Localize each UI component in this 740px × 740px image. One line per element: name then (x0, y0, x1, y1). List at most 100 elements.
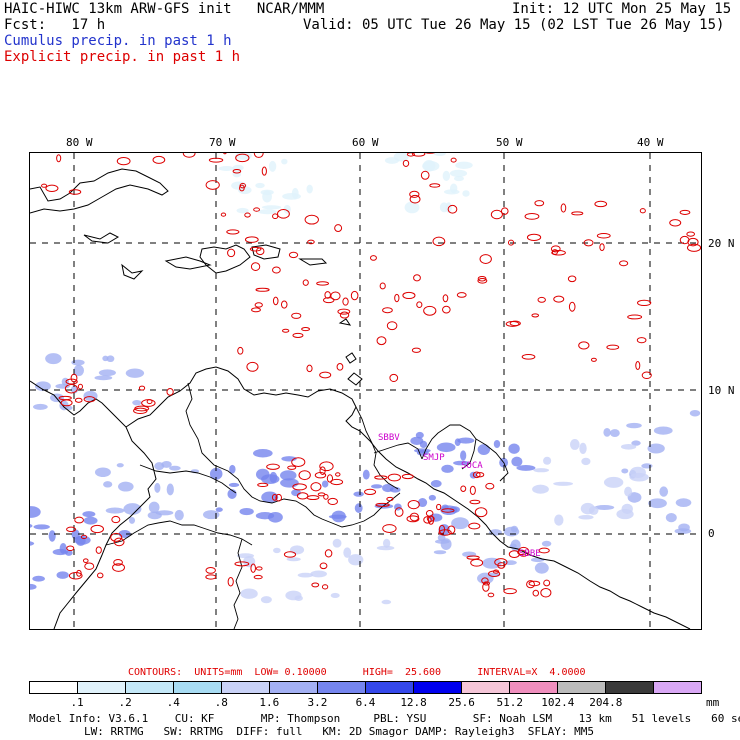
cumulus-cell (294, 595, 303, 601)
cumulus-cell (33, 403, 48, 410)
explicit-contour (113, 559, 123, 566)
explicit-contour (66, 526, 77, 533)
cumulus-cell (503, 526, 520, 537)
init-time: Init: 12 UTC Mon 25 May 15 (512, 1, 732, 17)
explicit-contour (406, 153, 415, 157)
explicit-contour (253, 153, 264, 158)
cumulus-cell (218, 166, 235, 171)
explicit-contour (386, 496, 394, 502)
explicit-contour (382, 524, 397, 533)
cumulus-cell (441, 464, 454, 473)
cumulus-cell (310, 570, 328, 578)
colorbar-swatch (414, 682, 462, 693)
lat-label-10n: 10 N (708, 384, 735, 397)
cumulus-cell (128, 516, 136, 524)
explicit-contour (627, 314, 643, 320)
explicit-contour (567, 275, 577, 283)
cumulus-cell (629, 472, 649, 482)
explicit-contour (394, 507, 404, 517)
explicit-contour (526, 233, 542, 241)
explicit-contour (409, 512, 420, 522)
explicit-contour (113, 537, 125, 547)
country-borders (105, 382, 509, 629)
explicit-contour (636, 337, 647, 344)
cumulus-cell (603, 476, 624, 488)
explicit-contour (141, 399, 156, 407)
colorbar-swatch (510, 682, 558, 693)
explicit-contour (76, 569, 82, 577)
explicit-contour (311, 582, 320, 588)
explicit-contour (474, 507, 488, 518)
colorbar-swatch (222, 682, 270, 693)
explicit-contour (235, 153, 250, 163)
cumulus-cell (30, 541, 35, 546)
colorbar-swatch (318, 682, 366, 693)
cumulus-cell (449, 506, 460, 513)
cumulus-cell (579, 442, 587, 455)
explicit-contour (411, 153, 426, 157)
explicit-contour (686, 231, 696, 237)
lon-label-70w: 70 W (209, 136, 236, 149)
colorbar-swatch (606, 682, 654, 693)
cumulus-cell (453, 460, 470, 466)
explicit-contour (339, 311, 350, 319)
explicit-contour (246, 361, 259, 372)
explicit-contour (553, 295, 565, 303)
explicit-contour (304, 214, 319, 225)
explicit-contour (432, 236, 446, 247)
explicit-contour (244, 212, 251, 218)
explicit-contour (254, 302, 263, 308)
explicit-contour (292, 332, 304, 338)
explicit-contour (255, 566, 263, 571)
explicit-contour (291, 312, 302, 319)
explicit-contour (599, 243, 605, 252)
cumulus-cell (511, 456, 523, 467)
colorbar-tick-label: .2 (118, 696, 132, 709)
cumulus-cell (543, 456, 552, 465)
explicit-contour (420, 170, 430, 180)
explicit-contour (84, 562, 95, 570)
explicit-contour (438, 529, 452, 536)
cumulus-cell (52, 548, 69, 556)
cumulus-cell (541, 540, 552, 547)
explicit-contour (637, 299, 652, 307)
cumulus-cell (291, 489, 301, 497)
cumulus-cell (239, 507, 254, 516)
cumulus-cell (71, 359, 85, 366)
forecast-hour: Fcst: 17 h (4, 17, 106, 33)
colorbar (29, 681, 702, 694)
cumulus-cell (255, 182, 265, 189)
explicit-contour (517, 549, 527, 556)
cumulus-cell (166, 483, 174, 496)
explicit-contour (466, 555, 480, 560)
cumulus-cell (442, 170, 451, 182)
explicit-contour (342, 297, 349, 306)
explicit-contour (110, 532, 123, 542)
cumulus-cell (32, 575, 45, 582)
explicit-contour (470, 558, 484, 567)
explicit-contour (596, 233, 611, 239)
cumulus-cell (443, 189, 460, 195)
explicit-contour (460, 485, 467, 492)
explicit-contour (441, 508, 455, 513)
explicit-contour (571, 211, 584, 216)
cumulus-cell (61, 377, 70, 386)
cumulus-cell (460, 450, 467, 461)
cumulus-cell (125, 368, 145, 378)
explicit-contour (205, 567, 216, 574)
explicit-contour (138, 385, 146, 391)
explicit-contour (472, 471, 481, 479)
cumulus-cell (533, 468, 550, 473)
cumulus-cell (73, 364, 84, 377)
cumulus-cell (331, 510, 346, 523)
explicit-contour (578, 341, 590, 350)
colorbar-tick-label: 12.8 (400, 696, 427, 709)
explicit-contour (239, 182, 246, 189)
explicit-contour (205, 180, 220, 190)
cumulus-cell (282, 192, 301, 200)
colorbar-tick-label: 3.2 (307, 696, 328, 709)
explicit-contour (375, 502, 390, 507)
explicit-contour (619, 260, 629, 267)
cumulus-cell (457, 437, 475, 444)
explicit-contour (475, 472, 485, 478)
